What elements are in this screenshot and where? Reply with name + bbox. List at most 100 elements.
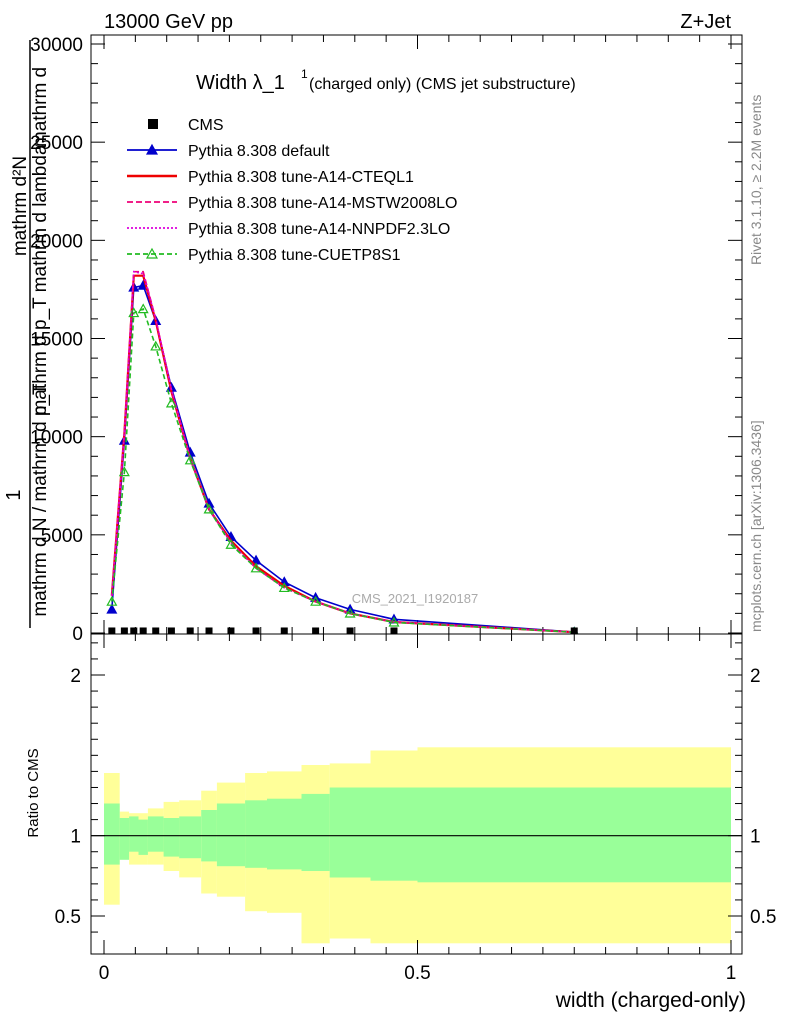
legend-marker: [145, 143, 159, 155]
title-main: Width λ_1: [196, 72, 285, 94]
y-tick-label: 15000: [30, 330, 83, 351]
ratio-y-tick-label-right: 1: [750, 827, 761, 848]
legend-label: Pythia 8.308 tune-A14-CTEQL1: [188, 169, 414, 186]
ratio-y-tick-label-right: 0.5: [750, 907, 776, 928]
legend-label: Pythia 8.308 tune-A14-NNPDF2.3LO: [188, 221, 450, 238]
series-marker-cuetp8s1: [106, 595, 118, 606]
series-marker-cuetp8s1: [137, 303, 149, 314]
series-marker-cuetp8s1: [165, 397, 177, 408]
header-left: 13000 GeV pp: [104, 11, 233, 33]
legend-entry-mstw: Pythia 8.308 tune-A14-MSTW2008LO: [127, 195, 457, 212]
ylabel-top: mathrm d: [30, 67, 51, 147]
series-marker-cuetp8s1: [150, 340, 162, 351]
inner-uncertainty-band: [104, 803, 120, 865]
legend-label: Pythia 8.308 tune-CUETP8S1: [188, 247, 401, 264]
cms-point: [167, 627, 175, 635]
inner-uncertainty-band: [138, 819, 148, 855]
series-marker-cuetp8s1: [250, 562, 262, 573]
legend-label: Pythia 8.308 default: [188, 143, 330, 160]
inner-uncertainty-band: [370, 787, 418, 881]
series-line-cuetp8s1: [111, 307, 575, 633]
inner-uncertainty-band: [147, 816, 164, 852]
chart-title: Width λ_1 1 (charged only) (CMS jet subs…: [196, 67, 576, 94]
series-marker-default: [106, 603, 118, 614]
y-tick-label: 5000: [41, 526, 83, 547]
header-right: Z+Jet: [680, 11, 731, 33]
ratio-y-label: Ratio to CMS: [25, 748, 42, 837]
uncertainty-bands: [104, 747, 731, 944]
watermark: CMS_2021_I1920187: [352, 591, 479, 606]
main-panel: 0 5000 10000 15000 20000 25000 30000 CMS_2021_…: [30, 34, 743, 645]
ylabel-denominator: mathrm d p_T mathrm d lambda: [30, 144, 51, 415]
cms-point: [390, 627, 398, 635]
series-marker-cuetp8s1: [128, 307, 140, 318]
legend-entry-default: Pythia 8.308 default: [127, 143, 330, 160]
y-tick-label: 25000: [30, 133, 83, 154]
legend-swatch: [148, 119, 158, 129]
x-tick-label: 0.5: [404, 963, 430, 984]
ratio-y-tick-label: 1: [70, 827, 81, 848]
main-x-axis: [103, 35, 732, 634]
cms-point: [130, 627, 138, 635]
cms-point: [280, 627, 288, 635]
ratio-y-tick-label: 2: [70, 666, 81, 687]
cms-point: [186, 627, 194, 635]
ratio-panel: 0.5 0.51 12 2 0 0.5 1: [55, 633, 776, 984]
legend-marker: [145, 247, 159, 259]
cms-point: [252, 627, 260, 635]
y-tick-label: 30000: [30, 35, 83, 56]
inner-uncertainty-band: [129, 816, 139, 852]
inner-uncertainty-band: [329, 787, 371, 878]
legend-label: CMS: [188, 117, 224, 134]
title-superscript: 1: [301, 67, 308, 81]
ratio-y-tick-label-right: 2: [750, 666, 761, 687]
ylabel-one: 1: [3, 489, 25, 500]
mcplots-label: mcplots.cern.ch [arXiv:1306.3436]: [748, 420, 764, 632]
legend-entry-cms: CMS: [148, 117, 224, 134]
cms-point: [312, 627, 320, 635]
x-tick-label: 1: [726, 963, 737, 984]
legend: CMS Pythia 8.308 default Pythia 8.308 tune…: [127, 117, 457, 264]
ratio-y-tick-label: 0.5: [55, 907, 81, 928]
cms-point: [570, 627, 578, 635]
inner-uncertainty-band: [216, 803, 246, 867]
ratio-y-axis: 0.5 0.5 1 1 2 2: [55, 642, 776, 933]
rivet-label: Rivet 3.1.10, ≥ 2.2M events: [748, 95, 764, 265]
series-marker-cuetp8s1: [225, 538, 237, 549]
cms-point: [120, 627, 128, 635]
title-rest: (charged only) (CMS jet substructure): [309, 76, 576, 93]
y-tick-label: 0: [72, 624, 83, 645]
cms-point: [227, 627, 235, 635]
inner-uncertainty-band: [267, 798, 302, 870]
series-line-mstw: [111, 270, 575, 633]
legend-entry-nnpdf: Pythia 8.308 tune-A14-NNPDF2.3LO: [127, 221, 450, 238]
series-marker-cuetp8s1: [388, 616, 400, 627]
cms-data-points: [108, 627, 578, 635]
ylabel-bottom: mathrm d N / mathrm d p_T: [30, 383, 51, 617]
legend-label: Pythia 8.308 tune-A14-MSTW2008LO: [188, 195, 457, 212]
cms-point: [346, 627, 354, 635]
inner-uncertainty-band: [245, 800, 267, 868]
series-marker-cuetp8s1: [278, 582, 290, 593]
inner-uncertainty-band: [163, 818, 180, 857]
legend-entry-cuetp8s1: Pythia 8.308 tune-CUETP8S1: [127, 247, 401, 264]
series-marker-cuetp8s1: [203, 503, 215, 514]
x-axis-label: width (charged-only): [555, 989, 746, 1012]
legend-entry-cteql1: Pythia 8.308 tune-A14-CTEQL1: [127, 169, 414, 186]
main-y-axis-label: mathrm d mathrm d²N mathrm d p_T mathrm …: [3, 40, 51, 628]
main-panel-frame: [90, 34, 743, 635]
series-marker-cuetp8s1: [344, 607, 356, 618]
inner-uncertainty-band: [179, 816, 202, 859]
x-tick-label: 0: [99, 963, 110, 984]
ratio-panel-outline: [90, 633, 743, 955]
y-tick-label: 10000: [30, 428, 83, 449]
inner-uncertainty-band: [301, 793, 330, 871]
series-marker-cuetp8s1: [184, 454, 196, 465]
ratio-x-axis: 0 0.5 1: [99, 634, 737, 984]
inner-uncertainty-band: [417, 787, 731, 883]
inner-uncertainty-band: [119, 818, 130, 860]
series-marker-cuetp8s1: [118, 466, 130, 477]
ylabel-numerator: mathrm d²N: [10, 156, 31, 256]
cms-point: [108, 627, 116, 635]
